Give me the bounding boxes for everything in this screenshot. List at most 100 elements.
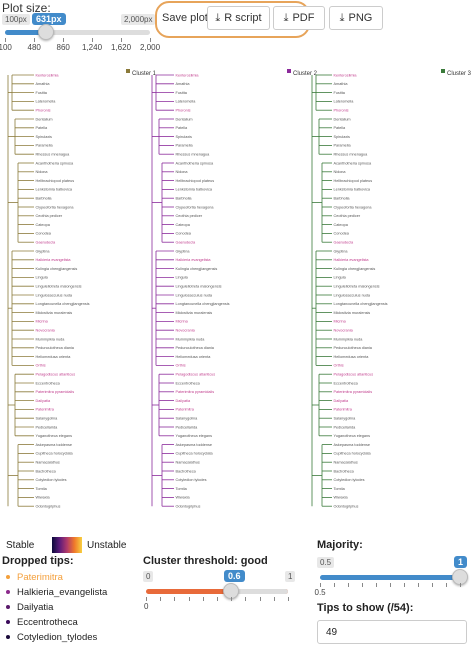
tree-tip-label: Lingula [176, 276, 189, 280]
dropped-tip-item: Paterimitra [6, 570, 107, 585]
slider-tick [5, 38, 6, 42]
slider-tick [348, 583, 349, 587]
slider-tick-label: 0 [144, 602, 149, 611]
tips-to-show-input[interactable]: 49 [317, 620, 467, 644]
tree-tip-label: Lingulellotreta malongensis [334, 285, 380, 289]
slider-tick [34, 38, 35, 42]
slider-tick-label: 1,240 [82, 43, 103, 52]
color-scale-stable-label: Stable [6, 540, 35, 551]
tree-tip-label: Kenteroslimia [36, 73, 60, 77]
tree-tip-label: Rhessus mnenagua [176, 153, 211, 157]
tree-tip-label: Salanygolina [36, 417, 59, 421]
tree-tip-label: Paterimitra [36, 408, 55, 412]
tree-tip-label: Patella [176, 126, 188, 130]
tree-tip-label: Cotyledion tylodes [176, 478, 207, 482]
tree-tip-label: Conodea [334, 232, 350, 236]
tree-tip-label: Yuganotheca elegans [334, 434, 371, 438]
tree-tip-label: Paterimitra [334, 408, 353, 412]
tree-tip-label: Dentalium [334, 117, 351, 121]
plot-size-handle[interactable] [37, 24, 54, 40]
download-icon: ⤓ [339, 11, 345, 24]
tree-tip-label: Pedicellarida [36, 425, 59, 429]
tree-tip-label: Micrina [176, 320, 189, 324]
tree-tip-label: Bactrotheca [334, 469, 355, 473]
tree-tip-label: Ceothia pedicer [334, 214, 361, 218]
tree-tip-label: Patella [36, 126, 48, 130]
plot-size-value-label: 631px [32, 13, 66, 25]
tree-tip-label: Fusitta [176, 91, 188, 95]
dropped-tip-label: Dailyatia [17, 602, 54, 613]
tree-tip-label: Kulingia chengjiangensis [36, 267, 78, 271]
consensus-trees: Kenteroslimia Amathia Fusitta Lateromelia Ph… [7, 73, 388, 509]
tree-tip-label: Odontogriphus [176, 505, 201, 509]
plot-size-max-label: 2,000px [121, 14, 156, 25]
slider-tick [418, 583, 419, 587]
slider-tick [245, 597, 247, 601]
tree-tip-label: Odontogriphus [334, 505, 359, 509]
slider-tick-label: 480 [27, 43, 41, 52]
dropped-tip-dot [6, 635, 10, 640]
tree-tip-label: Lingulosacculus nuda [36, 293, 73, 297]
tree-tip-label: Ceothia pedicer [176, 214, 203, 218]
tree-tip-label: Clypeofortia hexagona [176, 205, 215, 209]
dropped-tips-title: Dropped tips: [2, 555, 74, 567]
tree-tip-label: Pedunculotheca diania [176, 346, 215, 350]
r-script-button[interactable]: ⤓ R script [207, 6, 270, 30]
cluster-2-swatch [287, 68, 291, 73]
tree-tip-label: Paramelia [36, 144, 54, 148]
cluster-threshold-ticks: 0 [144, 597, 289, 611]
tree-tip-label: Longtancunella chengjiangensis [334, 302, 388, 306]
slider-tick [320, 583, 321, 587]
tree-tip-label: Mickwitzia muralensis [176, 311, 213, 315]
tree-tip-label: Cotyledion tylodes [36, 478, 67, 482]
slider-tick [404, 583, 405, 587]
tree-tip-label: Amathia [176, 82, 191, 86]
dropped-tip-dot [6, 575, 10, 580]
tree-tip-label: Lingulellotreta malongensis [36, 285, 82, 289]
tree-tip-label: Paramelia [176, 144, 194, 148]
pdf-button[interactable]: ⤓ PDF [273, 6, 325, 30]
tree-tip-label: Orthis [176, 364, 186, 368]
tree-tip-label: Namacalathus [36, 461, 60, 465]
plot-size-track[interactable] [5, 30, 150, 35]
tree-tip-label: Namacalathus [176, 461, 200, 465]
tree-tip-label: Wiwaxia [176, 496, 191, 500]
dropped-tip-dot [6, 620, 10, 625]
r-script-button-label: R script [224, 12, 262, 24]
pdf-button-label: PDF [292, 12, 315, 24]
dropped-tip-label: Eccentrotheca [17, 617, 78, 628]
tree-tip-label: Acanthotheria spinosa [36, 161, 74, 165]
tree-tip-label: Paterimitra [176, 408, 195, 412]
tree-tip-label: Lateromelia [36, 100, 57, 104]
png-button[interactable]: ⤓ PNG [329, 6, 383, 30]
tree-tip-label: Lingulosacculus nuda [334, 293, 371, 297]
tree-tip-label: Gaerudecla [334, 241, 355, 245]
slider-tick [259, 597, 261, 601]
tree-tip-label: Novocrania [334, 329, 354, 333]
majority-ticks: 0.5 [315, 583, 461, 597]
tree-tip-label: Kenteroslimia [334, 73, 358, 77]
tree-tip-label: Hellbrachiopod plateus [176, 179, 215, 183]
tree-tip-label: Tomtia [36, 487, 48, 491]
tree-tip-label: Phoronis [36, 109, 51, 113]
tree-tip-label: Cateopa [36, 223, 51, 227]
dropped-tip-item: Eccentrotheca [6, 615, 107, 630]
slider-tick [390, 583, 391, 587]
tree-tip-label: Barbholia [36, 197, 53, 201]
tree-tip-label: Lenkstomia batkovica [36, 188, 73, 192]
tree-tip-label: Cateopa [176, 223, 191, 227]
tree-tip-label: Nidona [334, 170, 347, 174]
tree-tip-label: Bactrotheca [36, 469, 57, 473]
cluster-2-legend: Cluster 2 [287, 62, 317, 80]
tree-tip-label: Salanygolina [176, 417, 199, 421]
tree-tip-label: Askepasma toddense [176, 443, 213, 447]
cluster-3-swatch [441, 68, 445, 73]
tree-tip-label: Barbholia [334, 197, 351, 201]
tree-tip-label: Eccentrotheca [36, 381, 61, 385]
majority-min-label: 0.5 [317, 557, 335, 568]
tree-tip-label: Heliomedusa orienta [334, 355, 370, 359]
tree-tip-label: Micrina [36, 320, 49, 324]
tree-tip-label: Gaerudecla [176, 241, 197, 245]
cluster-threshold-track[interactable] [146, 589, 288, 594]
cluster-threshold-value-label: 0.6 [224, 570, 245, 582]
